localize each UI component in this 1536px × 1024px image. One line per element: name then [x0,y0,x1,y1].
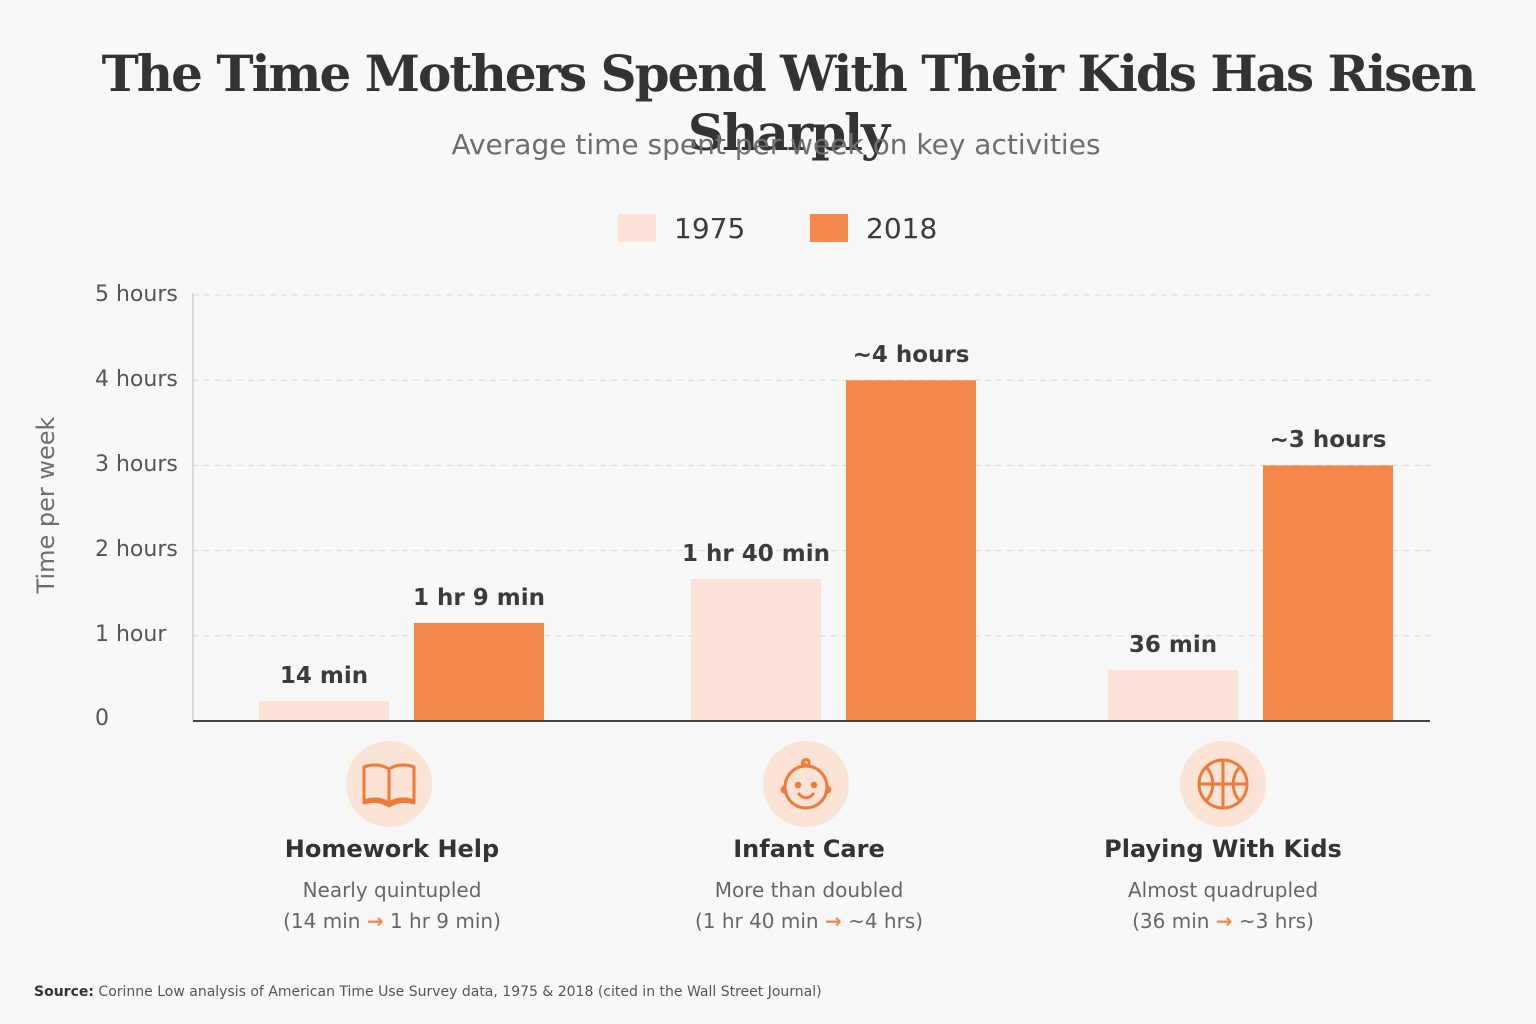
bar-value-label: 1 hr 9 min [413,585,545,612]
bars [259,380,1393,721]
legend-swatch-2018 [810,214,848,242]
y-tick-label: 5 hours [95,282,178,307]
bar-value-label: 1 hr 40 min [682,540,830,567]
bar-2018-2 [1263,465,1393,721]
detail-to: ~4 hrs) [848,909,924,933]
category-name: Infant Care [733,835,885,863]
legend-swatch-1975 [618,214,656,242]
y-tick-label: 4 hours [95,367,178,392]
arrow-icon: → [824,909,842,933]
bar-1975-1 [691,578,821,721]
detail-to: ~3 hrs) [1238,909,1314,933]
source-text: Corinne Low analysis of American Time Us… [98,984,822,1000]
category-infant-care: Infant Care More than doubled (1 hr 40 m… [619,835,999,937]
detail-from: (36 min [1132,909,1210,933]
bar-value-label: 36 min [1128,631,1218,658]
detail-from: (14 min [283,909,361,933]
arrow-icon: → [1215,909,1233,933]
source-note: Source: Corinne Low analysis of American… [34,984,822,1000]
category-name: Homework Help [284,835,500,863]
bar-1975-2 [1108,669,1238,721]
bar-2018-0 [414,623,544,721]
y-tick-label: 3 hours [95,452,178,477]
detail-from: (1 hr 40 min [694,909,819,933]
category-description: More than doubled [714,878,904,902]
category-name: Playing With Kids [1104,835,1342,863]
legend-label-1975: 1975 [674,211,746,245]
arrow-icon: → [366,909,384,933]
chart-subtitle: Average time spent per week on key activ… [451,128,1101,161]
category-detail: (36 min → ~3 hrs) [1033,906,1413,937]
ball-icon [1180,741,1266,827]
chart-title: The Time Mothers Spend With Their Kids H… [101,44,1477,162]
category-description: Almost quadrupled [1127,878,1319,902]
book-icon [346,741,432,827]
y-tick-label: 2 hours [95,537,178,562]
category-detail: (1 hr 40 min → ~4 hrs) [619,906,999,937]
y-tick-label: 0 [95,706,109,731]
category-detail: (14 min → 1 hr 9 min) [202,906,582,937]
y-tick-label: 1 hour [95,622,167,647]
baby-icon [763,741,849,827]
legend-item-2018: 2018 [810,211,938,245]
source-label: Source: [34,984,94,1000]
category-description: Nearly quintupled [302,878,482,902]
category-playing-with-kids: Playing With Kids Almost quadrupled (36 … [1033,835,1413,937]
detail-to: 1 hr 9 min) [389,909,501,933]
legend-item-1975: 1975 [618,211,746,245]
bar-value-label: ~4 hours [852,342,970,369]
category-homework-help: Homework Help Nearly quintupled (14 min … [202,835,582,937]
legend-label-2018: 2018 [866,211,938,245]
bar-1975-0 [259,701,389,721]
bar-value-label: ~3 hours [1269,427,1387,454]
bar-value-label: 14 min [279,663,369,690]
bar-2018-1 [846,380,976,721]
